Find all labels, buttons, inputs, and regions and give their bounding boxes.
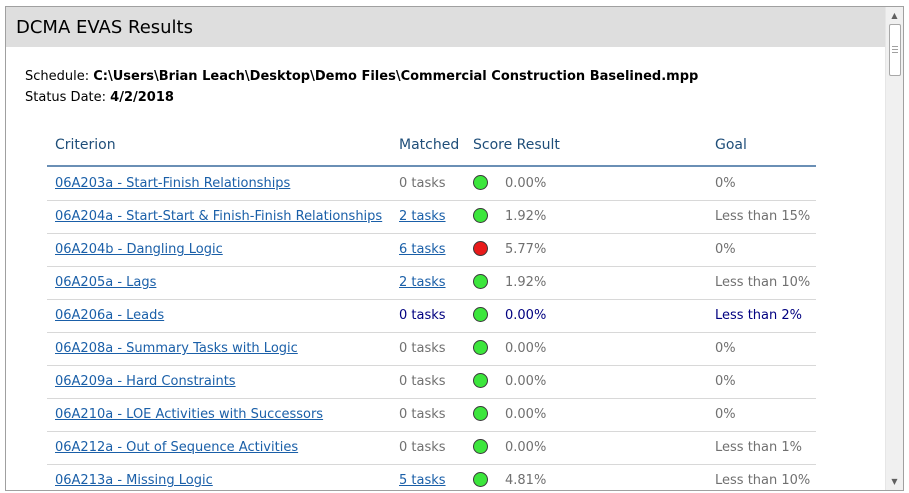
criterion-link[interactable]: 06A205a - Lags [55, 275, 157, 290]
status-date-line: Status Date: 4/2/2018 [25, 90, 174, 105]
criterion-link[interactable]: 06A210a - LOE Activities with Successors [55, 407, 324, 422]
matched-tasks-count: 0 tasks [399, 407, 446, 422]
criterion-link[interactable]: 06A204b - Dangling Logic [55, 242, 223, 257]
page-title: DCMA EVAS Results [16, 17, 193, 38]
schedule-line: Schedule: C:\Users\Brian Leach\Desktop\D… [25, 69, 698, 84]
score-value: 0.00% [505, 308, 547, 323]
score-value: 0.00% [505, 341, 547, 356]
criterion-link[interactable]: 06A212a - Out of Sequence Activities [55, 440, 299, 455]
criterion-link[interactable]: 06A213a - Missing Logic [55, 473, 213, 488]
schedule-path: C:\Users\Brian Leach\Desktop\Demo Files\… [93, 69, 699, 84]
score-value: 0.00% [505, 440, 547, 455]
score-value: 0.00% [505, 374, 547, 389]
header-matched: Matched [399, 137, 460, 153]
matched-tasks-link[interactable]: 2 tasks [399, 209, 446, 224]
score-value: 0.00% [505, 176, 547, 191]
criterion-link[interactable]: 06A204a - Start-Start & Finish-Finish Re… [55, 209, 383, 224]
matched-tasks-link[interactable]: 5 tasks [399, 473, 446, 488]
title-bar: DCMA EVAS Results [6, 7, 885, 47]
status-date-label: Status Date: [25, 90, 107, 105]
table-row: 06A209a - Hard Constraints 0 tasks 0.00% 0% [47, 365, 816, 399]
table-row: 06A203a - Start-Finish Relationships 0 ta… [47, 167, 816, 201]
scrollbar-thumb[interactable] [889, 24, 901, 76]
status-date-value: 4/2/2018 [110, 90, 174, 105]
header-criterion: Criterion [55, 137, 116, 153]
table-row: 06A212a - Out of Sequence Activities 0 ta… [47, 431, 816, 465]
scroll-up-arrow-icon[interactable]: ▲ [891, 11, 898, 20]
status-pass-icon [473, 439, 488, 454]
goal-value: 0% [715, 242, 736, 257]
matched-tasks-count: 0 tasks [399, 341, 446, 356]
goal-value: Less than 15% [715, 209, 811, 224]
status-pass-icon [473, 208, 488, 223]
goal-value: Less than 10% [715, 473, 811, 488]
status-pass-icon [473, 175, 488, 190]
matched-tasks-count: 0 tasks [399, 374, 446, 389]
goal-value: 0% [715, 374, 736, 389]
matched-tasks-link[interactable]: 6 tasks [399, 242, 446, 257]
table-row: 06A213a - Missing Logic 5 tasks 4.81% Less … [47, 464, 816, 490]
table-row: 06A204a - Start-Start & Finish-Finish Re… [47, 200, 816, 234]
header-score-result: Score Result [473, 137, 560, 153]
status-pass-icon [473, 406, 488, 421]
goal-value: Less than 10% [715, 275, 811, 290]
matched-tasks-count: 0 tasks [399, 440, 446, 455]
table-row: 06A210a - LOE Activities with Successors… [47, 398, 816, 432]
table-row: 06A204b - Dangling Logic 6 tasks 5.77% 0% [47, 233, 816, 267]
status-pass-icon [473, 274, 488, 289]
table-row: 06A206a - Leads 0 tasks 0.00% Less than 2% [47, 299, 816, 333]
matched-tasks-link[interactable]: 2 tasks [399, 275, 446, 290]
score-value: 1.92% [505, 275, 547, 290]
score-value: 0.00% [505, 407, 547, 422]
criterion-link[interactable]: 06A208a - Summary Tasks with Logic [55, 341, 298, 356]
criterion-link[interactable]: 06A206a - Leads [55, 308, 165, 323]
matched-tasks-count: 0 tasks [399, 308, 446, 323]
scroll-down-arrow-icon[interactable]: ▼ [891, 477, 898, 486]
goal-value: 0% [715, 341, 736, 356]
header-goal: Goal [715, 137, 747, 153]
criterion-link[interactable]: 06A203a - Start-Finish Relationships [55, 176, 291, 191]
goal-value: 0% [715, 407, 736, 422]
vertical-scrollbar[interactable]: ▲ ▼ [885, 7, 903, 490]
matched-tasks-count: 0 tasks [399, 176, 446, 191]
header-divider [47, 165, 816, 167]
score-value: 5.77% [505, 242, 547, 257]
goal-value: Less than 1% [715, 440, 802, 455]
status-pass-icon [473, 307, 488, 322]
goal-value: 0% [715, 176, 736, 191]
status-pass-icon [473, 472, 488, 487]
status-pass-icon [473, 373, 488, 388]
table-row: 06A208a - Summary Tasks with Logic 0 task… [47, 332, 816, 366]
schedule-label: Schedule: [25, 69, 90, 84]
table-row: 06A205a - Lags 2 tasks 1.92% Less than 10% [47, 266, 816, 300]
criterion-link[interactable]: 06A209a - Hard Constraints [55, 374, 236, 389]
results-window: DCMA EVAS Results ▲ ▼ Schedule: C:\Users… [5, 6, 904, 491]
status-pass-icon [473, 340, 488, 355]
goal-value: Less than 2% [715, 308, 802, 323]
status-fail-icon [473, 241, 488, 256]
score-value: 4.81% [505, 473, 547, 488]
score-value: 1.92% [505, 209, 547, 224]
